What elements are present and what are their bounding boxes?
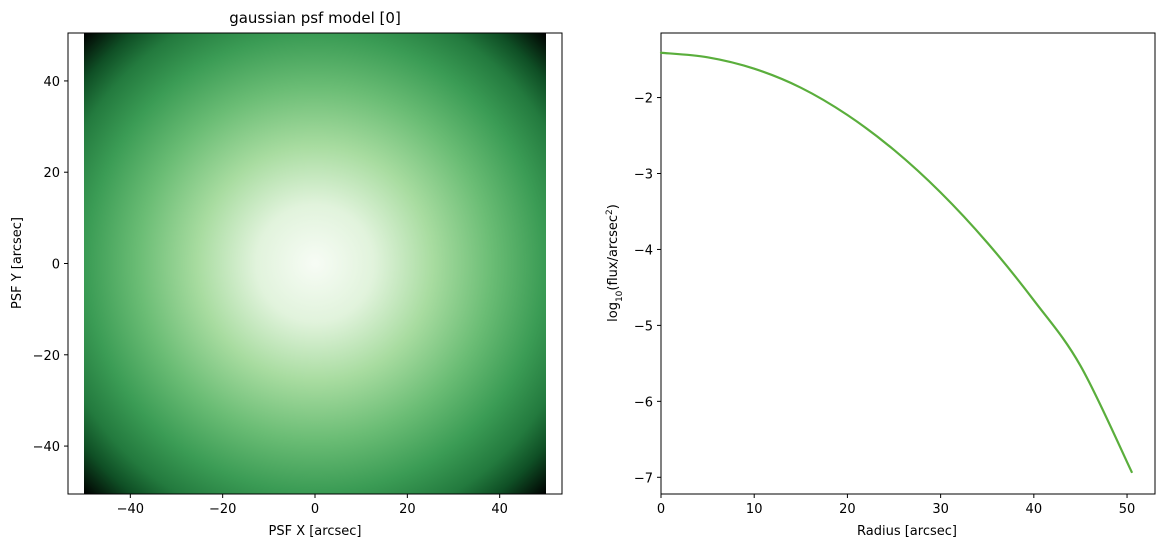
psf-y-axis-label: PSF Y [arcsec] [10,217,25,309]
log-flux-ticks: −2 −3 −4 −5 −6 −7 [634,92,661,486]
psf-image-panel: −40 −20 0 20 40 −40 −20 0 20 40 gaussian psf mod… [10,9,563,539]
y-tick-label: −4 [634,243,653,258]
psf-image-title: gaussian psf model [0] [229,9,401,27]
psf-image [84,33,546,494]
y-tick-label: −5 [634,319,653,334]
y-tick-label: −6 [634,395,653,410]
radial-profile-line [659,51,1133,474]
x-tick-label: 40 [491,502,508,517]
y-tick-label: −2 [634,92,653,107]
x-tick-label: 0 [657,502,665,517]
psf-x-axis-label: PSF X [arcsec] [269,524,362,539]
x-tick-label: −20 [209,502,236,517]
log-flux-axis-label: log10(flux/arcsec2) [605,204,625,322]
x-tick-label: 20 [839,502,856,517]
y-tick-label: 0 [52,258,60,273]
psf-x-ticks: −40 −20 0 20 40 [117,494,508,517]
y-tick-label: −40 [33,440,60,455]
y-tick-label: 40 [43,75,60,90]
radial-profile-panel: 0 10 20 30 40 50 −2 −3 −4 −5 −6 −7 Radius [arcsec]… [605,32,1156,539]
y-tick-label: −7 [634,471,653,486]
x-tick-label: 30 [932,502,949,517]
radius-axis-label: Radius [arcsec] [857,524,957,539]
radial-profile-axes-frame [660,32,1156,495]
x-tick-label: 0 [311,502,319,517]
x-tick-label: 50 [1119,502,1136,517]
x-tick-label: 20 [399,502,416,517]
x-tick-label: −40 [117,502,144,517]
y-tick-label: −3 [634,168,653,183]
radius-ticks: 0 10 20 30 40 50 [657,494,1135,517]
x-tick-label: 10 [746,502,763,517]
y-tick-label: −20 [33,349,60,364]
y-tick-label: 20 [43,166,60,181]
x-tick-label: 40 [1026,502,1043,517]
psf-y-ticks: −40 −20 0 20 40 [33,75,68,455]
